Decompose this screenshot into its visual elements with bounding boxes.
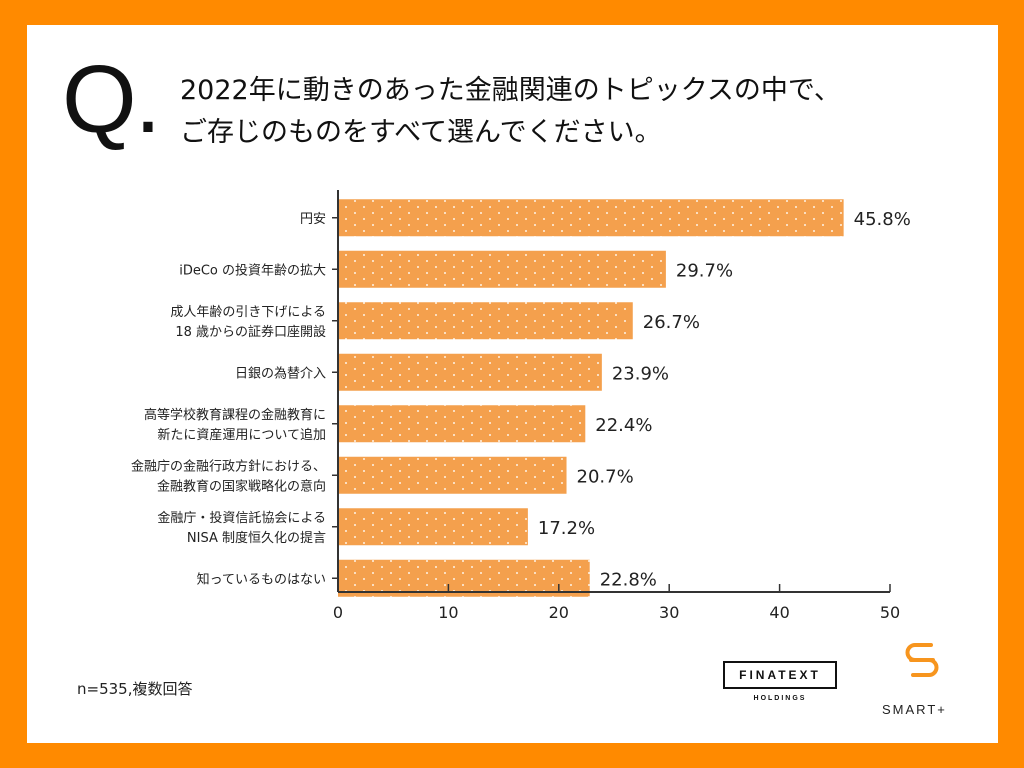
smart-plus-logo-text: SMART+ (882, 702, 947, 717)
category-label-8: 知っているものはない (197, 571, 326, 587)
bar-3 (338, 302, 633, 340)
category-label-3-line-2: 18 歳からの証券口座開設 (175, 324, 326, 340)
finatext-logo-subtitle: HOLDINGS (753, 695, 807, 702)
bar-1 (338, 199, 844, 237)
category-label-5-line-2: 新たに資産運用について追加 (157, 427, 326, 443)
value-label-3: 26.7% (643, 312, 700, 333)
x-tick-label-20: 20 (549, 603, 569, 622)
bar-2 (338, 250, 666, 288)
x-tick-label-0: 0 (333, 603, 343, 622)
bar-7 (338, 508, 528, 546)
category-label-4: 日銀の為替介入 (235, 365, 326, 381)
finatext-logo: FINATEXT (723, 661, 837, 689)
bar-5 (338, 405, 586, 443)
category-label-1: 円安 (300, 212, 326, 227)
category-label-6-line-2: 金融教育の国家戦略化の意向 (157, 478, 326, 494)
value-label-6: 20.7% (577, 466, 634, 487)
question-text-line-1: 2022年に動きのあった金融関連のトピックスの中で、 (180, 75, 841, 106)
question-text-line-2: ご存じのものをすべて選んでください。 (180, 117, 662, 148)
category-label-7-line-2: NISA 制度恒久化の提言 (187, 530, 326, 546)
value-label-1: 45.8% (854, 209, 911, 230)
sample-note: n=535,複数回答 (77, 680, 193, 698)
bar-4 (338, 353, 602, 391)
x-tick-label-40: 40 (769, 603, 789, 622)
smart-plus-logo-icon (905, 643, 939, 677)
x-tick-label-10: 10 (438, 603, 458, 622)
value-label-8: 22.8% (600, 569, 657, 590)
category-label-2: iDeCo の投資年齢の拡大 (179, 262, 326, 278)
x-tick-label-30: 30 (659, 603, 679, 622)
category-label-7-line-1: 金融庁・投資信託協会による (157, 510, 326, 526)
value-label-7: 17.2% (538, 518, 595, 539)
x-tick-label-50: 50 (880, 603, 900, 622)
bar-6 (338, 456, 567, 494)
category-label-5-line-1: 高等学校教育課程の金融教育に (144, 407, 326, 423)
question-mark: Q. (62, 46, 161, 153)
bar-8 (338, 559, 590, 597)
value-label-2: 29.7% (676, 260, 733, 281)
value-label-5: 22.4% (595, 415, 652, 436)
category-label-3-line-1: 成人年齢の引き下げによる (170, 305, 326, 320)
category-label-6-line-1: 金融庁の金融行政方針における、 (131, 458, 326, 474)
value-label-4: 23.9% (612, 363, 669, 384)
